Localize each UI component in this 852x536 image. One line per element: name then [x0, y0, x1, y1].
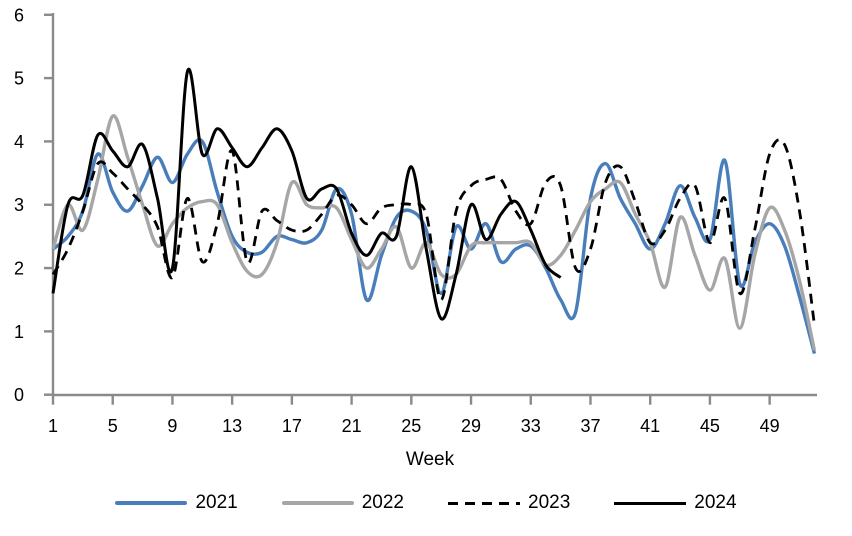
x-tick-label: 29: [461, 416, 481, 436]
x-tick-label: 33: [521, 416, 541, 436]
series-2023-line: [51, 138, 816, 326]
y-tick-label: 0: [14, 385, 24, 405]
x-tick-label: 25: [401, 416, 421, 436]
series-2022-line: [51, 114, 817, 351]
legend-swatch-2021: [115, 501, 188, 505]
x-tick-label: 13: [222, 416, 242, 436]
legend: 2021 2022 2023 2024: [0, 492, 852, 514]
x-axis-title: Week: [405, 449, 455, 470]
legend-item-2021: 2021: [115, 492, 238, 514]
y-tick-label: 5: [14, 69, 24, 89]
legend-item-2024: 2024: [614, 492, 737, 514]
x-tick-label: 17: [282, 416, 302, 436]
x-tick-label: 5: [108, 416, 118, 436]
x-tick-label: 9: [167, 416, 177, 436]
x-tick-label: 41: [640, 416, 660, 436]
legend-label-2023: 2023: [528, 492, 571, 513]
x-tick-label: 37: [580, 416, 600, 436]
x-tick-label: 21: [342, 416, 362, 436]
x-tick-label: 49: [760, 416, 780, 436]
legend-label-2024: 2024: [694, 492, 737, 513]
legend-swatch-2023: [448, 501, 520, 505]
legend-swatch-2022: [281, 501, 354, 505]
x-tick-label: 45: [700, 416, 720, 436]
y-tick-label: 4: [14, 132, 24, 152]
y-tick-label: 2: [14, 259, 24, 279]
x-tick-label: 1: [48, 416, 58, 436]
legend-item-2022: 2022: [281, 492, 404, 514]
series-2021-line: [51, 138, 817, 354]
y-tick-label: 6: [14, 5, 24, 25]
legend-label-2021: 2021: [195, 492, 238, 513]
y-tick-label: 3: [14, 195, 24, 215]
series-2024-line: [51, 67, 562, 321]
legend-swatch-2024: [614, 501, 687, 505]
y-tick-label: 1: [14, 322, 24, 342]
legend-label-2022: 2022: [361, 492, 404, 513]
legend-item-2023: 2023: [448, 492, 570, 514]
